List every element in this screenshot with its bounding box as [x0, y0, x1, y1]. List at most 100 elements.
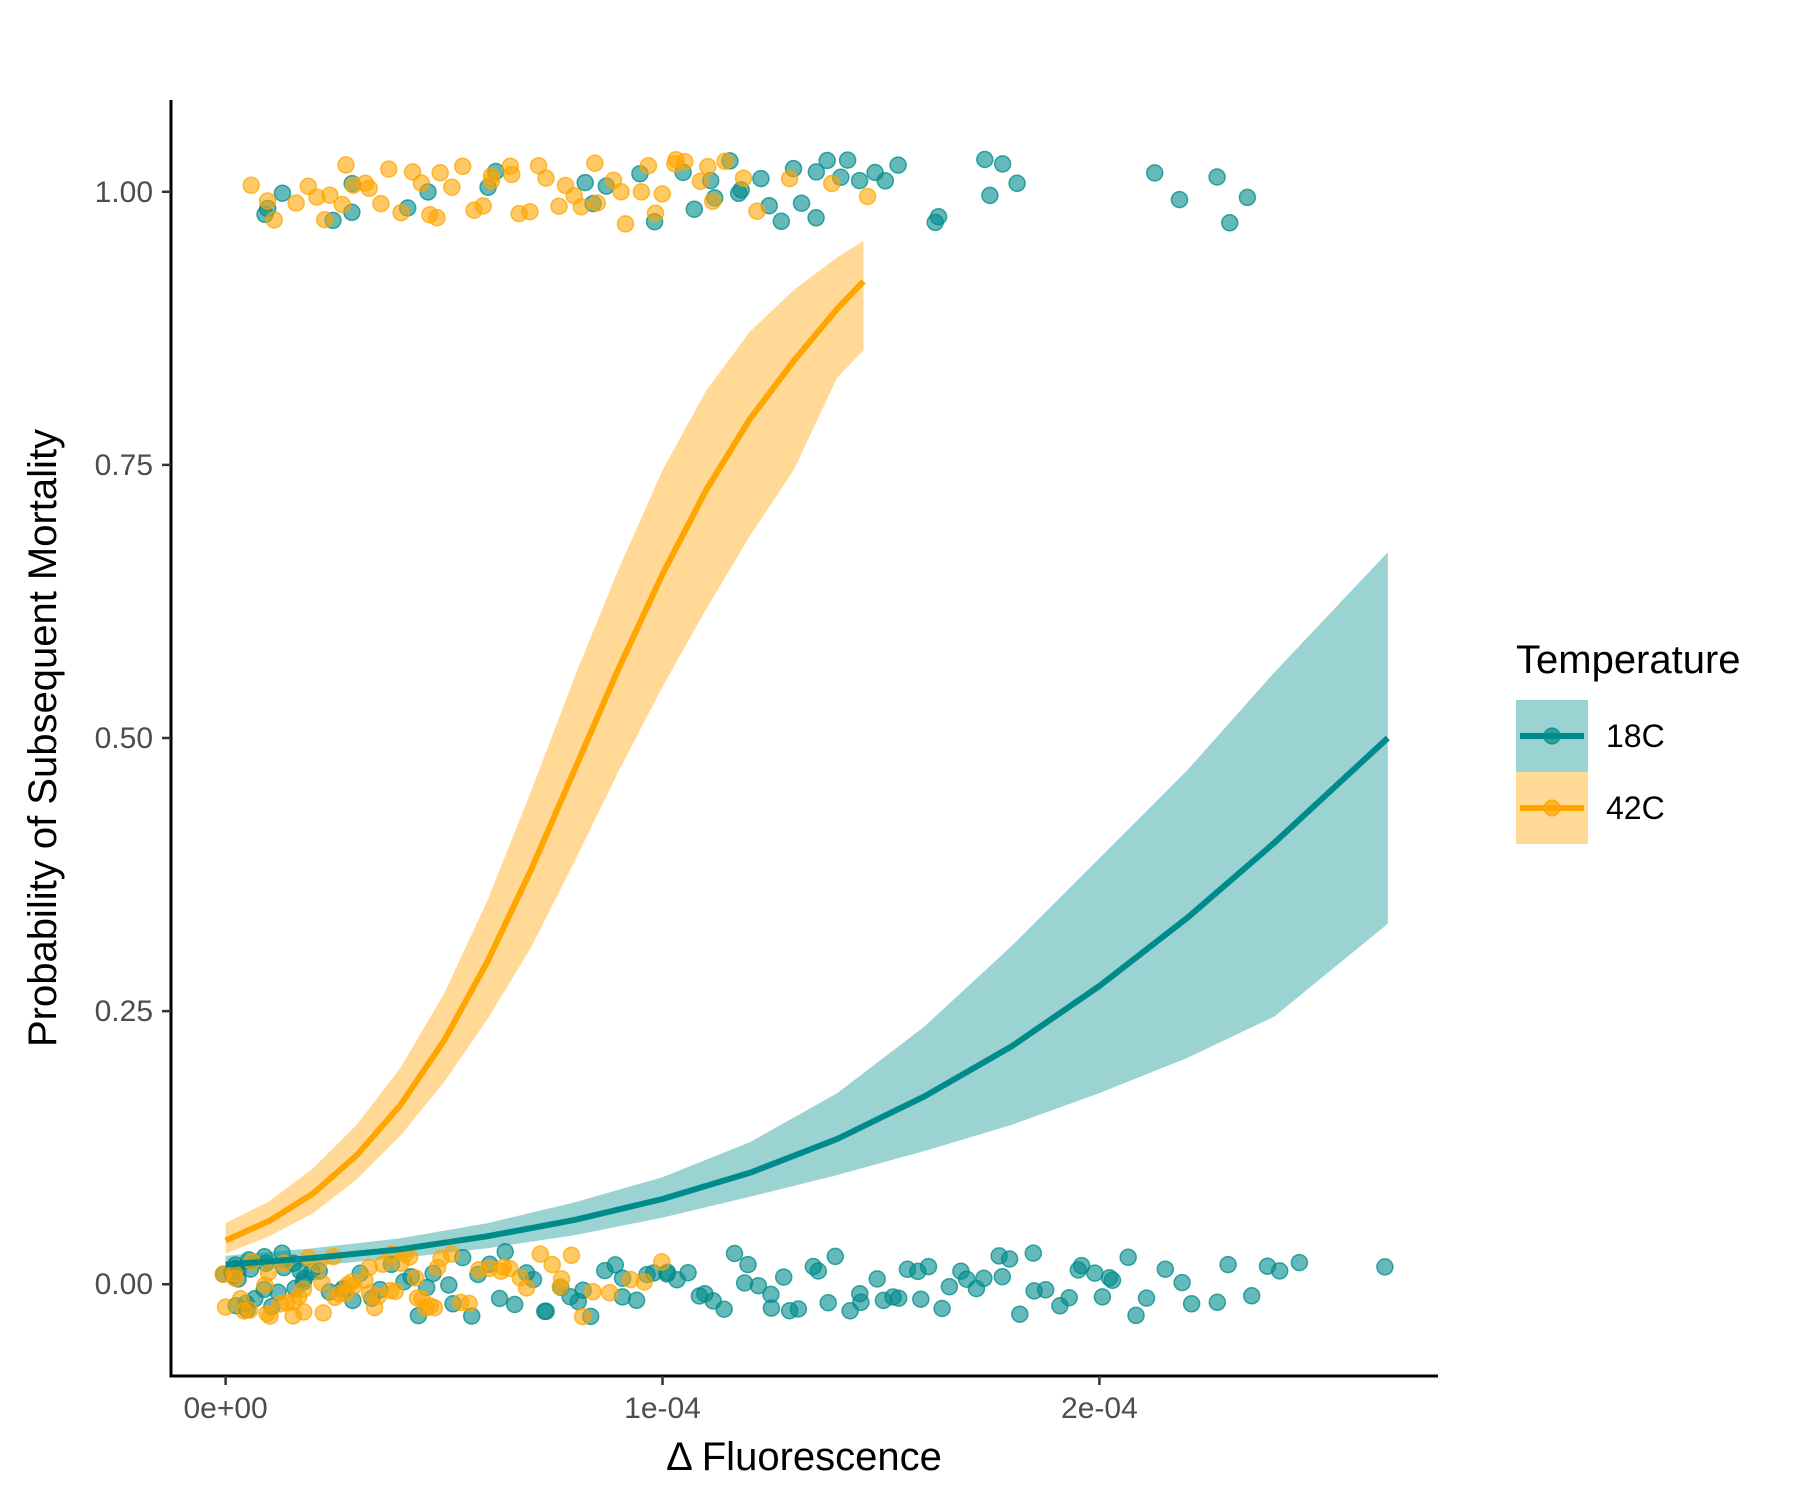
point-18C-survived	[889, 1289, 908, 1307]
point-18C-survived	[919, 1257, 938, 1276]
point-42C-survived	[386, 1282, 405, 1301]
point-42C-died	[691, 172, 710, 191]
point-18C-survived	[1119, 1248, 1137, 1267]
point-42C-died	[265, 211, 283, 229]
point-42C-died	[321, 186, 339, 204]
point-42C-survived	[261, 1307, 279, 1325]
point-42C-died	[258, 192, 277, 210]
point-18C-survived	[606, 1256, 625, 1274]
point-18C-died	[993, 155, 1012, 173]
point-18C-died	[1008, 174, 1026, 193]
y-tick-label: 1.00	[95, 176, 153, 209]
legend-dot-18C	[1543, 727, 1561, 745]
fit-lines	[224, 279, 1390, 1268]
point-42C-died	[612, 183, 630, 201]
point-42C-survived	[313, 1274, 331, 1292]
point-18C-survived	[1011, 1305, 1029, 1323]
point-42C-survived	[562, 1246, 581, 1265]
point-42C-died	[699, 157, 717, 176]
point-42C-survived	[601, 1283, 619, 1302]
point-18C-survived	[1182, 1295, 1201, 1313]
point-42C-survived	[294, 1280, 313, 1299]
point-42C-survived	[460, 1294, 478, 1313]
point-42C-died	[780, 169, 799, 188]
point-18C-died	[889, 156, 907, 174]
point-18C-survived	[749, 1276, 768, 1295]
y-tick-label: 0.00	[95, 1268, 153, 1301]
point-18C-died	[792, 194, 811, 212]
point-18C-died	[876, 172, 895, 190]
point-18C-died	[1145, 164, 1164, 182]
point-18C-survived	[1290, 1253, 1309, 1272]
fit-line-18C	[225, 735, 1390, 1268]
point-42C-died	[858, 187, 877, 206]
y-tick-label: 0.75	[95, 449, 153, 482]
point-18C-survived	[1060, 1288, 1078, 1307]
point-18C-survived	[1242, 1287, 1261, 1305]
legend-label-42C: 42C	[1606, 790, 1665, 826]
point-18C-survived	[868, 1270, 886, 1288]
point-18C-survived	[1270, 1262, 1289, 1280]
point-18C-died	[1208, 168, 1226, 186]
confidence-bands	[225, 240, 1388, 1272]
point-42C-died	[412, 174, 431, 192]
point-42C-died	[428, 208, 446, 227]
point-18C-survived	[537, 1302, 555, 1321]
point-42C-died	[372, 194, 390, 213]
point-42C-died	[474, 197, 492, 215]
point-42C-died	[333, 195, 352, 214]
point-18C-died	[685, 200, 704, 218]
point-42C-survived	[225, 1264, 244, 1283]
point-42C-died	[337, 156, 355, 174]
point-42C-survived	[543, 1255, 561, 1274]
point-42C-died	[503, 165, 521, 184]
point-18C-survived	[852, 1293, 870, 1312]
y-tick-label: 0.25	[95, 995, 153, 1028]
point-42C-died	[676, 152, 694, 171]
point-18C-survived	[1137, 1289, 1156, 1307]
point-18C-died	[818, 151, 836, 170]
point-18C-died	[981, 186, 999, 205]
x-tick-label: 0e+00	[183, 1392, 267, 1425]
point-42C-survived	[635, 1273, 653, 1291]
legend-title: Temperature	[1516, 638, 1741, 682]
point-18C-survived	[1036, 1281, 1055, 1299]
point-18C-died	[772, 212, 791, 231]
legend-items: 18C 42C	[1516, 700, 1665, 844]
point-18C-survived	[1024, 1244, 1043, 1262]
point-18C-died	[273, 184, 292, 202]
point-18C-survived	[975, 1269, 993, 1288]
point-42C-died	[703, 192, 722, 211]
point-42C-died	[242, 176, 260, 195]
point-42C-died	[380, 160, 398, 178]
point-42C-died	[632, 183, 651, 201]
point-42C-died	[453, 157, 472, 176]
point-42C-died	[537, 169, 555, 187]
point-42C-died	[550, 197, 568, 215]
point-42C-survived	[552, 1270, 571, 1288]
point-42C-died	[748, 202, 766, 220]
fit-line-42C	[224, 279, 866, 1244]
point-42C-died	[482, 167, 501, 185]
point-42C-died	[392, 203, 410, 222]
point-18C-died	[929, 207, 948, 226]
y-axis-ticks: 0.00 0.25 0.50 0.75 1.00	[95, 176, 171, 1301]
point-42C-survived	[421, 1297, 439, 1315]
point-18C-died	[1220, 214, 1239, 232]
legend-label-18C: 18C	[1606, 718, 1665, 754]
point-42C-died	[360, 179, 378, 198]
y-tick-label: 0.50	[95, 722, 153, 755]
point-18C-died	[752, 169, 770, 188]
point-18C-survived	[440, 1276, 458, 1294]
point-42C-died	[287, 194, 305, 212]
x-axis-title: Δ Fluorescence	[666, 1435, 942, 1479]
point-42C-survived	[573, 1307, 592, 1326]
point-18C-died	[807, 163, 826, 181]
point-18C-survived	[1173, 1273, 1191, 1292]
point-18C-survived	[940, 1277, 959, 1296]
point-18C-died	[850, 171, 869, 190]
point-18C-died	[1170, 190, 1189, 209]
point-18C-survived	[993, 1267, 1012, 1286]
